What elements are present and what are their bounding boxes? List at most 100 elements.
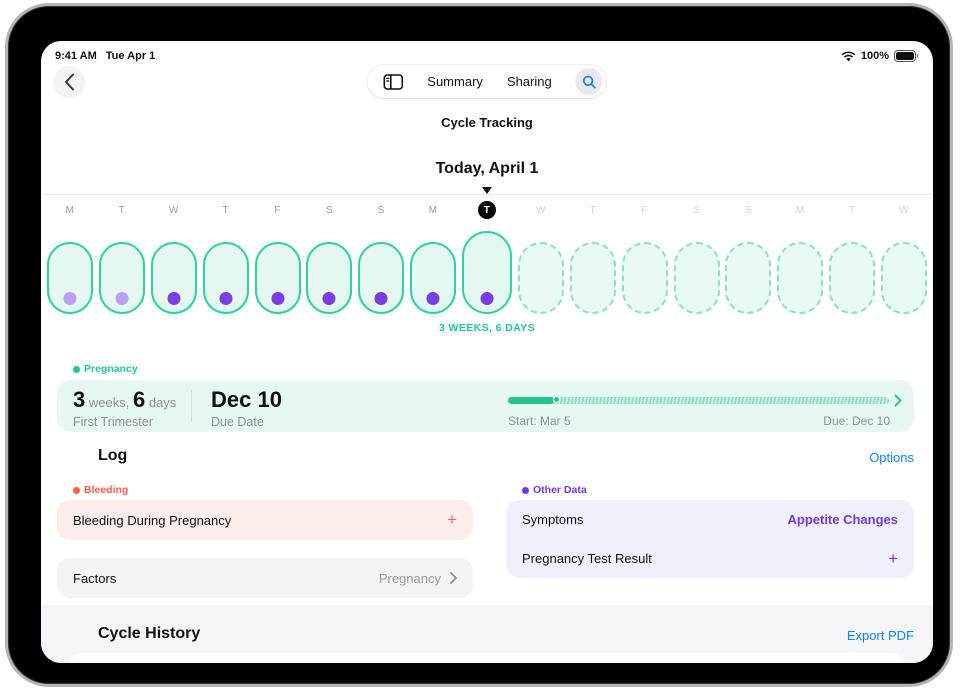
day-column-past[interactable]: W [150,198,197,318]
symptoms-value[interactable]: Appetite Changes [787,512,898,527]
search-icon [582,75,596,89]
day-capsule[interactable] [98,242,145,314]
day-column-past[interactable]: F [254,198,301,318]
log-entry-dot-icon [219,292,233,305]
cycle-history-section: Cycle History Export PDF [41,605,933,663]
day-column-past[interactable]: S [358,198,405,318]
day-letter: M [795,204,805,216]
battery-percent: 100% [860,50,889,62]
trimester-label: First Trimester [73,415,153,429]
day-capsule[interactable] [254,242,301,314]
due-date-label: Due Date [211,415,264,429]
day-capsule[interactable] [829,242,876,314]
add-pregnancy-test-button[interactable]: + [888,548,898,568]
day-capsule[interactable] [47,242,93,314]
wifi-icon [841,51,856,62]
pregnancy-test-label: Pregnancy Test Result [522,551,652,566]
status-time: 9:41 AM [55,50,97,62]
today-pointer-icon [482,187,492,194]
day-capsule[interactable] [777,242,824,314]
day-letter: W [168,204,179,216]
day-capsule[interactable] [673,242,720,314]
progress-due-label: Due: Dec 10 [823,414,890,428]
sidebar-toggle-button[interactable] [383,73,404,90]
pregnancy-card[interactable]: 3 weeks, 6 days First Trimester Dec 10 D… [57,380,914,432]
chevron-right-icon [450,572,457,584]
nav-pill: Summary Sharing [367,65,607,98]
log-entry-dot-icon [115,292,129,305]
progress-track [508,396,889,404]
day-letter: S [693,204,700,216]
day-capsule[interactable] [517,242,564,314]
day-capsule[interactable] [410,242,457,314]
search-button[interactable] [575,68,603,95]
tab-sharing[interactable]: Sharing [506,74,552,89]
day-capsule[interactable] [881,242,927,314]
day-letter: M [428,204,438,216]
day-column-future[interactable]: W [881,198,927,318]
day-column-today[interactable]: T [462,198,512,318]
status-date: Tue Apr 1 [105,50,156,62]
day-column-future[interactable]: M [777,198,824,318]
day-column-past[interactable]: T [98,198,145,318]
day-letter: S [325,204,333,216]
day-column-future[interactable]: S [673,198,720,318]
day-column-past[interactable]: T [202,198,249,318]
day-letter: S [377,204,385,216]
other-data-dot-icon [522,486,529,494]
day-letter: T [589,204,596,216]
day-letter: M [65,204,75,216]
ipad-bezel: 9:41 AM Tue Apr 1 100% Summary [5,3,953,687]
other-data-section-text: Other Data [533,484,587,496]
day-capsule[interactable] [462,231,512,314]
other-data-card: Symptoms Appetite Changes Pregnancy Test… [506,500,914,578]
pregnancy-test-result-row[interactable]: Pregnancy Test Result + [506,539,914,578]
factors-value: Pregnancy [378,570,441,586]
log-entry-dot-icon [426,292,440,305]
day-column-future[interactable]: F [621,198,668,318]
export-pdf-link[interactable]: Export PDF [846,628,914,643]
day-letter: T [478,201,496,219]
tab-summary[interactable]: Summary [427,74,483,89]
chevron-right-icon [894,394,902,407]
day-capsule[interactable] [150,242,197,314]
progress-fill [508,397,554,404]
day-capsule[interactable] [358,242,405,314]
back-button[interactable] [53,66,85,98]
options-link[interactable]: Options [869,450,914,465]
day-column-future[interactable]: T [569,198,616,318]
day-column-future[interactable]: T [829,198,876,318]
log-entry-dot-icon [480,292,494,305]
sidebar-icon [383,73,404,90]
bleeding-section-label: Bleeding [73,484,128,496]
add-bleeding-button[interactable]: + [447,510,457,529]
pregnancy-section-label: Pregnancy [73,363,138,375]
day-capsule[interactable] [569,242,616,314]
day-column-past[interactable]: M [410,198,457,318]
symptoms-row[interactable]: Symptoms Appetite Changes [506,500,914,539]
factors-row[interactable]: Factors Pregnancy [57,558,473,598]
cycle-history-row[interactable] [71,653,903,663]
day-letter: F [274,204,281,216]
bleeding-during-pregnancy-row[interactable]: Bleeding During Pregnancy + [57,500,473,540]
log-entry-dot-icon [322,292,336,305]
day-capsule[interactable] [621,242,668,314]
day-capsule[interactable] [306,242,353,314]
day-column-past[interactable]: M [47,198,93,318]
day-letter: W [536,204,546,216]
day-column-past[interactable]: S [306,198,353,318]
today-heading[interactable]: Today, April 1 [435,160,539,177]
weeks-value: 3 [73,387,86,412]
day-column-future[interactable]: S [725,198,772,318]
gestational-age-caption: 3 WEEKS, 6 DAYS [438,322,536,334]
day-column-future[interactable]: W [517,198,564,318]
screen: 9:41 AM Tue Apr 1 100% Summary [41,41,933,663]
day-capsule[interactable] [725,242,772,314]
days-unit: days [148,395,177,410]
factors-label: Factors [73,570,117,586]
log-heading: Log [98,447,128,464]
day-capsule[interactable] [202,242,249,314]
day-letter: T [118,204,126,216]
pregnancy-progress: Start: Mar 5 Due: Dec 10 [508,394,902,428]
